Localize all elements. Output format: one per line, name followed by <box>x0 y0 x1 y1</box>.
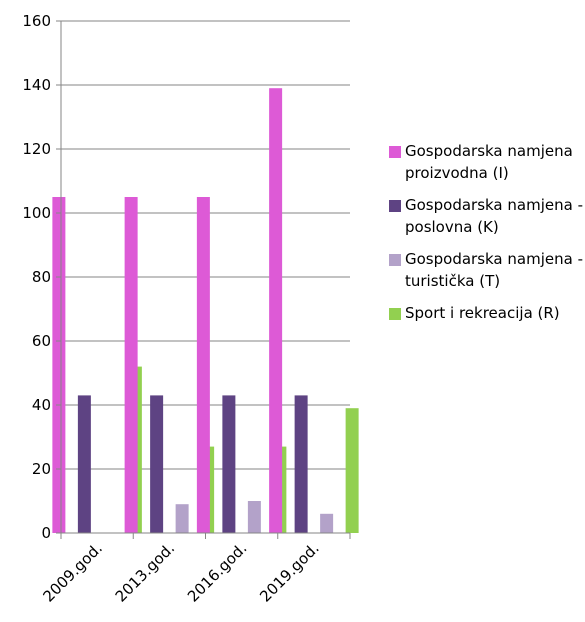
y-tick-label-160: 160 <box>22 12 51 30</box>
legend-item-turisticka: Gospodarska namjena - turistička (T) <box>389 248 585 292</box>
x-tick-label-0: 2009.god. <box>40 539 106 605</box>
x-tick-labels: 2009.god. 2013.god. 2016.god. 2019.god. <box>40 539 323 605</box>
legend-item-proizvodna: Gospodarska namjena proizvodna (I) <box>389 140 585 184</box>
y-tick-labels: 0 20 40 60 80 100 120 140 160 <box>22 12 51 542</box>
legend-label-poslovna: Gospodarska namjena - poslovna (K) <box>405 196 583 236</box>
bar-s1-c1 <box>150 395 164 533</box>
y-tick-label-100: 100 <box>22 204 51 222</box>
axes <box>56 20 351 539</box>
bar-s2-c1 <box>175 504 189 533</box>
y-tick-label-120: 120 <box>22 140 51 158</box>
bar-s3-c3 <box>345 408 359 533</box>
y-tick-label-40: 40 <box>32 396 51 414</box>
legend-label-sport: Sport i rekreacija (R) <box>405 304 560 322</box>
legend-swatch-poslovna <box>389 200 401 212</box>
y-tick-label-0: 0 <box>41 524 51 542</box>
x-tick-label-2: 2016.god. <box>184 539 250 605</box>
bar-s0-c3 <box>269 88 283 533</box>
y-tick-label-80: 80 <box>32 268 51 286</box>
legend-swatch-turisticka <box>389 254 401 266</box>
legend-label-turisticka: Gospodarska namjena - turistička (T) <box>405 250 583 290</box>
y-tick-label-60: 60 <box>32 332 51 350</box>
y-tick-label-140: 140 <box>22 76 51 94</box>
bar-s1-c2 <box>222 395 236 533</box>
bars <box>52 88 359 533</box>
bar-s2-c3 <box>320 513 334 533</box>
bar-s0-c0 <box>52 197 66 533</box>
x-tick-label-1: 2013.god. <box>112 539 178 605</box>
legend: Gospodarska namjena proizvodna (I) Gospo… <box>389 140 585 334</box>
legend-swatch-proizvodna <box>389 146 401 158</box>
bar-s0-c2 <box>196 197 210 533</box>
bar-s0-c1 <box>124 197 138 533</box>
bar-s1-c0 <box>77 395 91 533</box>
bar-s2-c2 <box>247 501 261 533</box>
bar-s1-c3 <box>294 395 308 533</box>
x-tick-label-3: 2019.god. <box>256 539 322 605</box>
legend-label-proizvodna: Gospodarska namjena proizvodna (I) <box>405 142 573 182</box>
y-tick-label-20: 20 <box>32 460 51 478</box>
legend-item-sport: Sport i rekreacija (R) <box>389 302 585 324</box>
legend-item-poslovna: Gospodarska namjena - poslovna (K) <box>389 194 585 238</box>
legend-swatch-sport <box>389 308 401 320</box>
